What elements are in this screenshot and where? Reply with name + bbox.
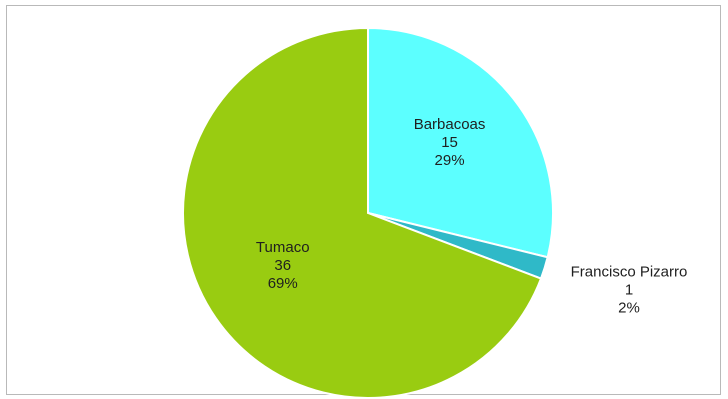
pie-slice-tumaco [182, 26, 543, 399]
slice-name: Francisco Pizarro [571, 264, 688, 281]
slice-percent: 29% [435, 152, 465, 169]
slice-name: Tumaco [256, 239, 310, 256]
slice-percent: 69% [268, 275, 298, 292]
slice-value: 15 [441, 134, 458, 151]
slice-percent: 2% [618, 300, 640, 317]
slice-label-barbacoas: Barbacoas 15 29% [414, 116, 486, 169]
slice-label-francisco-pizarro: Francisco Pizarro 1 2% [571, 264, 688, 317]
pie-labels: Barbacoas 15 29% Francisco Pizarro 1 2% Tumaco… [256, 116, 687, 317]
pie-slices [182, 26, 554, 399]
pie-slice-barbacoas [367, 26, 554, 259]
slice-label-tumaco: Tumaco 36 69% [256, 239, 310, 292]
slice-name: Barbacoas [414, 116, 486, 133]
slice-value: 36 [274, 257, 291, 274]
slice-value: 1 [625, 282, 633, 299]
